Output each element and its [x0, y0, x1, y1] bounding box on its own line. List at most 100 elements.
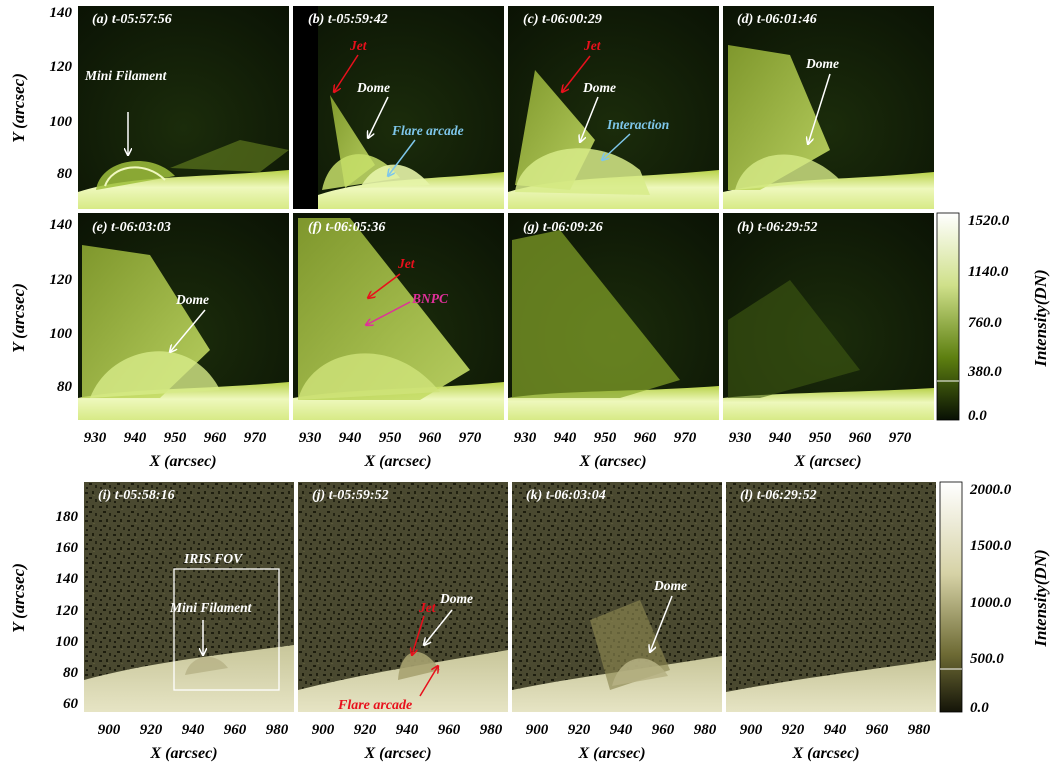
y-tick-80-row2: 80	[57, 379, 73, 395]
y-tick-140-row2: 140	[50, 217, 73, 233]
x-tick-980-i: 980	[266, 722, 289, 738]
panel-label-g: (g) t-06:09:26	[523, 220, 603, 235]
x-axis-label-k: X (arcsec)	[577, 745, 645, 762]
annotation-jet-f: Jet	[397, 256, 416, 271]
panel-label-e: (e) t-06:03:03	[92, 220, 171, 235]
panel-d: (d) t-06:01:46 Dome	[723, 6, 934, 209]
y-tick-160: 160	[56, 540, 79, 556]
x-tick-920-j: 920	[354, 722, 377, 738]
panel-label-b: (b) t-05:59:42	[308, 12, 388, 27]
x-tick-960-f: 960	[419, 430, 442, 446]
arrow-jet-c	[562, 55, 591, 92]
panel-label-l: (l) t-06:29:52	[740, 488, 817, 503]
annotation-dome-k: Dome	[653, 578, 687, 593]
cb-bottom-tick-500: 500.0	[970, 651, 1004, 667]
top-x-axis: 930 940 950 960 970 X (arcsec) 930 940 9…	[84, 430, 912, 470]
colorbar-bottom: 2000.0 1500.0 1000.0 500.0 0.0 Intensity…	[939, 481, 1050, 716]
x-tick-950-e: 950	[164, 430, 187, 446]
arrow-dome-j	[424, 609, 453, 645]
y-axis-label-row1: Y (arcsec)	[9, 73, 28, 143]
annotation-dome-e: Dome	[175, 292, 209, 307]
panel-b: (b) t-05:59:42 Jet Dome Flare arcade	[293, 6, 504, 209]
x-tick-940-g: 940	[554, 430, 577, 446]
y-tick-100-row2: 100	[50, 326, 73, 342]
x-axis-label-h: X (arcsec)	[793, 453, 861, 470]
panel-f: (f) t-06:05:36 Jet BNPC	[293, 213, 504, 420]
x-tick-940-h: 940	[769, 430, 792, 446]
annotation-jet-c: Jet	[583, 38, 602, 53]
arrow-interaction-c	[602, 133, 631, 160]
x-tick-970-e: 970	[244, 430, 267, 446]
x-axis-label-l: X (arcsec)	[791, 745, 859, 762]
x-tick-950-f: 950	[379, 430, 402, 446]
cb-top-tick-380: 380.0	[967, 364, 1002, 380]
x-tick-900-i: 900	[98, 722, 121, 738]
cb-bottom-tick-1500: 1500.0	[970, 538, 1012, 554]
y-tick-120-row2: 120	[50, 272, 73, 288]
top-y-axis: 140 120 100 80 140 120 100 80	[50, 5, 73, 395]
y-tick-80-row1: 80	[57, 166, 73, 182]
x-ticks-l: 900 920 940 960 980 X (arcsec)	[740, 722, 931, 762]
cb-top-tick-1520: 1520.0	[968, 213, 1010, 229]
annotation-bnpc-f: BNPC	[411, 291, 449, 306]
x-tick-970-g: 970	[674, 430, 697, 446]
panel-label-f: (f) t-06:05:36	[308, 220, 385, 235]
cb-bottom-label: Intensity(DN)	[1031, 549, 1050, 647]
x-tick-960-l: 960	[866, 722, 889, 738]
x-ticks-g: 930 940 950 960 970 X (arcsec)	[514, 430, 697, 470]
x-tick-960-i: 960	[224, 722, 247, 738]
x-ticks-j: 900 920 940 960 980 X (arcsec)	[312, 722, 503, 762]
x-tick-940-j: 940	[396, 722, 419, 738]
x-tick-900-k: 900	[526, 722, 549, 738]
arrow-dome-c	[580, 96, 599, 142]
x-ticks-e: 930 940 950 960 970 X (arcsec)	[84, 430, 267, 470]
x-tick-950-g: 950	[594, 430, 617, 446]
x-tick-900-l: 900	[740, 722, 763, 738]
x-axis-label-f: X (arcsec)	[363, 453, 431, 470]
panel-a: (a) t-05:57:56 Mini Filament	[78, 6, 289, 209]
y-axis-label-row3: Y (arcsec)	[9, 563, 28, 633]
x-tick-960-k: 960	[652, 722, 675, 738]
x-ticks-k: 900 920 940 960 980 X (arcsec)	[526, 722, 717, 762]
colorbar-top: 1520.0 1140.0 760.0 380.0 0.0 Intensity(…	[936, 212, 1050, 424]
x-tick-930-f: 930	[299, 430, 322, 446]
annotation-dome-d: Dome	[805, 56, 839, 71]
annotation-dome-j: Dome	[439, 591, 473, 606]
panel-label-i: (i) t-05:58:16	[98, 488, 175, 503]
x-tick-900-j: 900	[312, 722, 335, 738]
arrow-jet-b	[334, 54, 359, 92]
x-ticks-f: 930 940 950 960 970 X (arcsec)	[299, 430, 482, 470]
y-tick-140: 140	[56, 571, 79, 587]
y-tick-180: 180	[56, 509, 79, 525]
x-tick-950-h: 950	[809, 430, 832, 446]
arrow-dome-d	[808, 73, 831, 144]
annotation-interaction-c: Interaction	[606, 117, 669, 132]
arrow-flare-arcade-b	[388, 139, 416, 176]
x-tick-930-e: 930	[84, 430, 107, 446]
panel-k: (k) t-06:03:04 Dome	[512, 482, 722, 712]
arrow-dome-b	[368, 96, 389, 138]
x-tick-970-h: 970	[889, 430, 912, 446]
x-ticks-h: 930 940 950 960 970 X (arcsec)	[729, 430, 912, 470]
panel-h: (h) t-06:29:52	[723, 213, 934, 420]
x-tick-960-g: 960	[634, 430, 657, 446]
panel-label-c: (c) t-06:00:29	[523, 12, 602, 27]
x-tick-980-k: 980	[694, 722, 717, 738]
x-axis-label-g: X (arcsec)	[578, 453, 646, 470]
annotation-dome-c: Dome	[582, 80, 616, 95]
cb-bottom-tick-2000: 2000.0	[969, 482, 1012, 498]
cb-bottom-tick-0: 0.0	[970, 700, 989, 716]
x-tick-940-f: 940	[339, 430, 362, 446]
panel-label-h: (h) t-06:29:52	[737, 220, 818, 235]
annotation-mini-filament-i: Mini Filament	[169, 600, 253, 615]
x-tick-920-k: 920	[568, 722, 591, 738]
y-tick-60: 60	[63, 696, 79, 712]
y-tick-100-row1: 100	[50, 114, 73, 130]
x-tick-930-g: 930	[514, 430, 537, 446]
x-tick-930-h: 930	[729, 430, 752, 446]
cb-top-tick-0: 0.0	[968, 408, 987, 424]
x-axis-label-j: X (arcsec)	[363, 745, 431, 762]
cb-top-tick-1140: 1140.0	[968, 264, 1009, 280]
annotation-flare-arcade-j: Flare arcade	[337, 698, 412, 713]
cb-top-tick-760: 760.0	[968, 315, 1002, 331]
